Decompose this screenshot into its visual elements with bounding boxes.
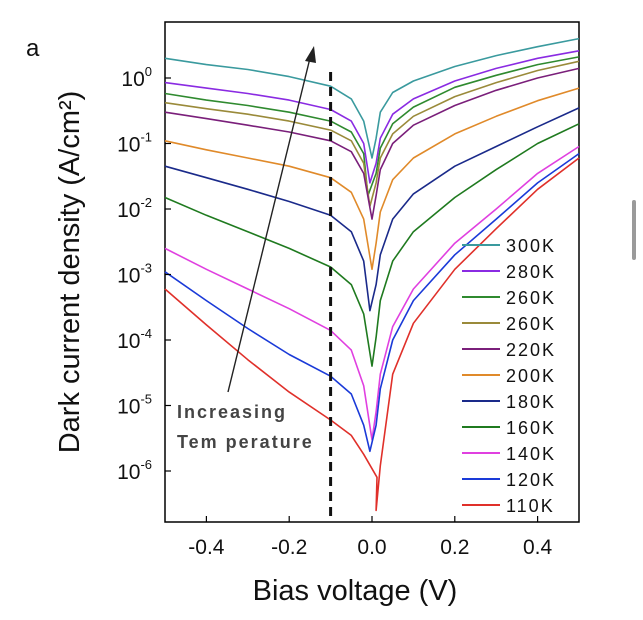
legend-label: 260K	[506, 288, 556, 308]
series-line-260k-3	[164, 60, 580, 208]
legend-label: 260K	[506, 314, 556, 334]
increasing-temperature-arrow	[227, 53, 312, 393]
legend-label: 140K	[506, 444, 556, 464]
y-tick-label: 10-5	[117, 392, 152, 419]
y-tick-label: 10-3	[117, 261, 152, 288]
annotation-line1: Increasing	[177, 402, 287, 422]
series-line-120k-9	[164, 152, 580, 453]
legend-label: 110K	[506, 496, 555, 516]
panel-label: a	[26, 35, 40, 62]
y-tick-label: 10-2	[117, 195, 152, 222]
x-axis: -0.4 -0.2 0.0 0.2 0.4	[188, 516, 553, 559]
x-tick-label: 0.0	[357, 536, 386, 559]
legend-label: 120K	[506, 470, 556, 490]
y-tick-label: 10-1	[117, 130, 152, 157]
curves	[164, 37, 580, 512]
arrow-head-icon	[305, 46, 316, 63]
series-line-160k-7	[164, 123, 580, 367]
legend: 300K 280K 260K 260K 220K 200K 180K 160K 140K 120K…	[462, 236, 556, 516]
y-tick-label: 100	[121, 64, 152, 91]
y-tick-label: 10-6	[117, 457, 152, 484]
x-tick-label: 0.4	[523, 536, 553, 559]
series-line-180k-6	[164, 107, 580, 312]
series-line-280k-1	[164, 50, 580, 184]
y-axis: 100 10-1 10-2 10-3 10-4 10-5 10-6	[117, 64, 171, 484]
series-line-300k-0	[164, 37, 580, 159]
legend-label: 160K	[506, 418, 556, 438]
x-tick-label: -0.2	[271, 536, 307, 559]
legend-label: 200K	[506, 366, 556, 386]
series-line-110k-10	[164, 157, 580, 512]
legend-label: 300K	[506, 236, 556, 256]
x-tick-label: -0.4	[188, 536, 225, 559]
series-line-220k-4	[164, 67, 580, 220]
y-axis-label: Dark current density (A/cm²)	[54, 91, 86, 454]
scroll-indicator	[632, 200, 636, 260]
x-tick-label: 0.2	[440, 536, 469, 559]
annotation-line2: Tem perature	[177, 432, 314, 452]
x-axis-label: Bias voltage (V)	[253, 575, 458, 607]
series-line-140k-8	[164, 145, 580, 441]
series-line-200k-5	[164, 87, 580, 271]
legend-label: 180K	[506, 392, 556, 412]
plot-area: Increasing Tem perature	[164, 21, 580, 523]
legend-label: 220K	[506, 340, 556, 360]
series-line-260k-2	[164, 56, 580, 197]
legend-label: 280K	[506, 262, 556, 282]
y-tick-label: 10-4	[117, 326, 152, 353]
